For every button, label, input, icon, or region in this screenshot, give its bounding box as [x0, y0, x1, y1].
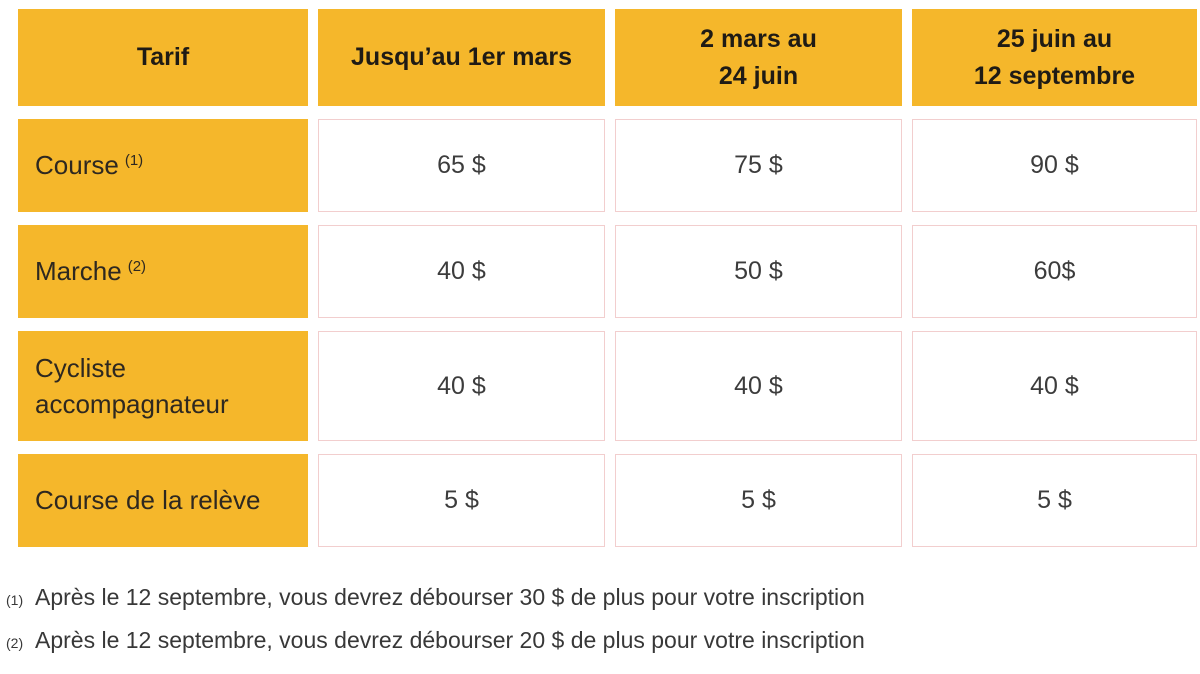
price-cell: 75 $ — [615, 119, 902, 212]
row-label-text: Cycliste accompagnateur — [35, 352, 229, 419]
header-cell-jusquau-1er-mars: Jusqu’au 1er mars — [318, 9, 605, 106]
price-cell: 40 $ — [912, 331, 1197, 441]
footnote-ref: (1) — [124, 151, 144, 169]
footnotes-section: (1) Après le 12 septembre, vous devrez d… — [6, 583, 1200, 656]
row-label-text: Marche (2) — [35, 256, 147, 287]
header-cell-25-juin-12-septembre: 25 juin au 12 septembre — [912, 9, 1197, 106]
header-label-line2: 24 juin — [718, 61, 799, 90]
row-label-course: Course (1) — [18, 119, 308, 212]
price-cell: 40 $ — [615, 331, 902, 441]
header-label-line1: 25 juin au — [996, 25, 1113, 54]
row-label-text: Course de la relève — [35, 485, 261, 516]
header-cell-tarif: Tarif — [18, 9, 308, 106]
header-label-line1: 2 mars au — [700, 25, 817, 54]
row-label-marche: Marche (2) — [18, 225, 308, 318]
row-label-course-de-la-releve: Course de la relève — [18, 454, 308, 547]
footnote-text: Après le 12 septembre, vous devrez débou… — [35, 626, 865, 653]
row-label-cycliste-accompagnateur: Cycliste accompagnateur — [18, 331, 308, 441]
footnote-marker: (1) — [6, 592, 24, 608]
price-cell: 50 $ — [615, 225, 902, 318]
price-cell: 5 $ — [615, 454, 902, 547]
header-label-line1: Jusqu’au 1er mars — [351, 43, 572, 72]
price-cell: 5 $ — [318, 454, 605, 547]
footnote-marker: (2) — [6, 634, 24, 651]
price-cell: 90 $ — [912, 119, 1197, 212]
header-label-line2: 12 septembre — [973, 61, 1136, 90]
footnote-text: Après le 12 septembre, vous devrez débou… — [35, 584, 865, 610]
header-label: Tarif — [136, 43, 190, 72]
footnote-2: (2) Après le 12 septembre, vous devrez d… — [6, 626, 1200, 656]
price-cell: 65 $ — [318, 119, 605, 212]
header-cell-2-mars-24-juin: 2 mars au 24 juin — [615, 9, 902, 106]
footnote-1: (1) Après le 12 septembre, vous devrez d… — [6, 583, 1200, 613]
price-cell: 40 $ — [318, 225, 605, 318]
row-label-text: Course (1) — [35, 150, 144, 181]
pricing-table: Tarif Jusqu’au 1er mars 2 mars au 24 jui… — [18, 9, 1197, 547]
price-cell: 5 $ — [912, 454, 1197, 547]
price-cell: 60$ — [912, 225, 1197, 318]
footnote-ref: (2) — [127, 257, 147, 275]
price-cell: 40 $ — [318, 331, 605, 441]
